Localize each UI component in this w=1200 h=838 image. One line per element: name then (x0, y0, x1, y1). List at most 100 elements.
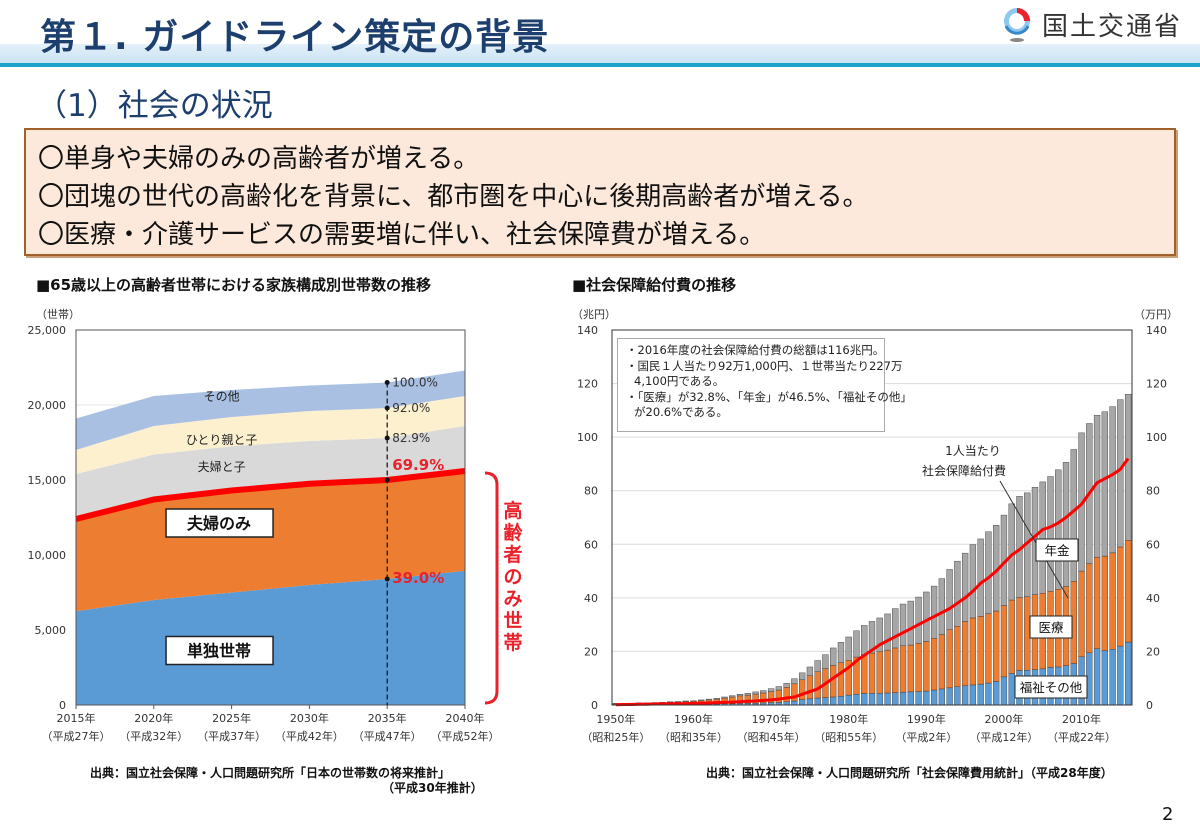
bar-年金 (767, 688, 775, 692)
share-label: 39.0% (392, 569, 444, 587)
share-label: 92.0% (392, 401, 430, 415)
x-tick-label: 1990年 (907, 712, 946, 726)
annotation-line: ・国民１人当たり92万1,000円、１世帯当たり227万 (626, 358, 903, 373)
bar-医療 (1000, 605, 1008, 678)
bar-年金 (969, 544, 977, 619)
bar-福祉その他 (946, 687, 953, 706)
x-tick-sublabel: （平成27年） (42, 729, 111, 743)
y-tick-label-right: 0 (1146, 699, 1153, 712)
page-number: 2 (1162, 804, 1174, 825)
x-tick-sublabel: （昭和35年） (659, 730, 728, 744)
x-tick-sublabel: （平成2年） (895, 730, 957, 744)
series-label-box (1029, 615, 1073, 639)
bar-年金 (861, 625, 868, 655)
bar-医療 (1024, 596, 1031, 671)
bar-年金 (938, 578, 945, 635)
bar-年金 (736, 694, 744, 697)
y-tick-label-right: 20 (1146, 645, 1160, 658)
series-label: 福祉その他 (1020, 680, 1083, 695)
bar-医療 (876, 651, 883, 694)
y-tick-label-right: 80 (1146, 485, 1160, 498)
summary-box: 〇単身や夫婦のみの高齢者が増える。 〇団塊の世代の高齢化を背景に、都市圏を中心に… (24, 128, 1176, 256)
bar-福祉その他 (985, 682, 992, 706)
bar-福祉その他 (954, 686, 961, 706)
area-label: ひとり親と子 (186, 433, 258, 447)
x-tick-label: 1950年 (596, 712, 635, 726)
y-tick-label-left: 140 (577, 324, 598, 337)
plot-border (611, 329, 1133, 706)
bar-年金 (930, 585, 938, 639)
bar-福祉その他 (1000, 676, 1008, 706)
bar-医療 (1078, 570, 1085, 657)
series-label: 年金 (1044, 543, 1070, 558)
y-axis-label-right: （万円） (1134, 308, 1178, 321)
area-ひとり親と子 (76, 396, 465, 474)
y-tick-label: 15,000 (28, 474, 67, 487)
bracket-label-char: 帯 (503, 631, 522, 654)
bar-年金 (985, 531, 992, 614)
y-tick-label-left: 80 (584, 485, 598, 498)
mlit-logo-icon (1004, 8, 1030, 42)
y-tick-label: 10,000 (28, 549, 67, 562)
area-label: 単独世帯 (187, 642, 251, 661)
x-tick-sublabel: （平成22年） (1047, 730, 1116, 744)
bar-医療 (868, 652, 876, 694)
bar-年金 (868, 621, 876, 654)
share-label: 69.9% (392, 456, 444, 474)
y-tick-label-right: 100 (1146, 431, 1167, 444)
bar-福祉その他 (884, 692, 891, 706)
bar-年金 (892, 608, 899, 649)
right-chart-source: 出典：国立社会保障・人口問題研究所「社会保障費用統計」（平成28年度） (706, 766, 1113, 780)
bar-年金 (1055, 469, 1062, 590)
annotation-line: 4,100円である。 (634, 374, 725, 388)
x-tick-label: 1980年 (829, 712, 868, 726)
bar-医療 (814, 671, 821, 699)
bar-年金 (1117, 399, 1124, 548)
bar-年金 (1070, 449, 1077, 582)
area-label: その他 (204, 390, 240, 404)
bar-年金 (961, 552, 969, 622)
bracket-label-char: の (503, 566, 522, 588)
summary-line: 〇医療・介護サービスの需要増に伴い、社会保障費が増える。 (38, 220, 766, 250)
x-tick-sublabel: （平成12年） (969, 730, 1038, 744)
bar-医療 (1109, 552, 1116, 650)
x-tick-label: 2025年 (212, 711, 251, 725)
bar-年金 (946, 569, 953, 630)
series-label: 医療 (1038, 620, 1064, 635)
x-tick-label: 2040年 (446, 711, 485, 725)
bar-年金 (729, 695, 736, 698)
bar-年金 (923, 591, 930, 642)
bar-医療 (993, 610, 1000, 682)
bar-年金 (977, 538, 984, 617)
y-tick-label-left: 100 (577, 431, 598, 444)
marker-dot (384, 576, 390, 582)
bar-年金 (1101, 411, 1108, 557)
bar-福祉その他 (1117, 645, 1124, 706)
bar-年金 (876, 617, 883, 652)
bar-年金 (954, 560, 961, 627)
bar-福祉その他 (861, 693, 868, 706)
bar-年金 (1124, 394, 1132, 541)
bar-医療 (899, 645, 907, 693)
x-tick-sublabel: （平成52年） (431, 729, 500, 743)
bar-年金 (814, 660, 821, 672)
bar-医療 (1093, 556, 1101, 649)
y-tick-label: 20,000 (28, 399, 67, 412)
bar-年金 (791, 678, 798, 685)
marker-dot (384, 380, 390, 385)
bar-医療 (798, 679, 806, 700)
bar-年金 (775, 686, 783, 691)
header-divider (0, 63, 1200, 67)
bar-医療 (985, 613, 992, 684)
bracket-label-char: 高 (503, 499, 522, 522)
highlight-line (75, 468, 466, 522)
bar-年金 (806, 666, 814, 677)
bar-福祉その他 (853, 694, 860, 706)
left-chart-source: 出典：国立社会保障・人口問題研究所「日本の世帯数の将来推計」 (90, 766, 451, 780)
bar-年金 (830, 647, 837, 666)
left-chart-source-note: （平成30年推計） (382, 781, 483, 795)
y-tick-label-left: 20 (584, 645, 598, 658)
bar-医療 (884, 649, 891, 694)
bar-年金 (690, 700, 697, 702)
x-tick-sublabel: （平成47年） (353, 729, 422, 743)
